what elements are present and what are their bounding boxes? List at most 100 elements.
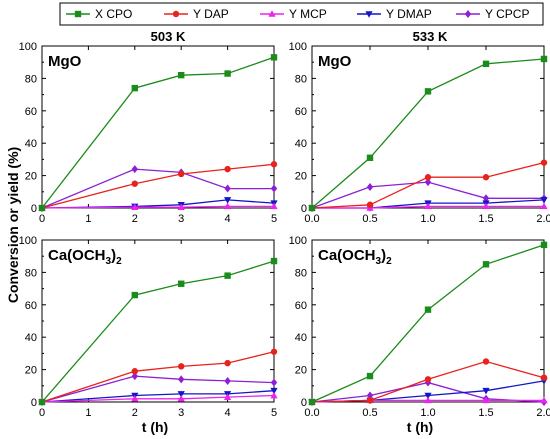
- legend-label: Y DAP: [193, 7, 229, 21]
- data-point: [131, 394, 139, 402]
- legend-item-y-mcp: Y MCP: [260, 7, 327, 21]
- legend-item-y-cpcp: Y CPCP: [456, 7, 529, 21]
- data-point: [540, 55, 548, 63]
- data-point: [540, 396, 548, 404]
- x-tick-label: 0.0: [304, 213, 319, 225]
- data-point: [131, 203, 139, 210]
- data-point: [178, 280, 185, 287]
- legend-item-x-cpo: X CPO: [66, 7, 132, 21]
- x-tick-label: 0.5: [362, 407, 377, 419]
- y-tick-label: 40: [295, 332, 307, 344]
- data-point: [482, 387, 490, 395]
- y-tick-label: 60: [295, 106, 307, 118]
- x-tick-label: 1.0: [420, 407, 435, 419]
- y-tick-label: 20: [295, 171, 307, 183]
- x-tick-label: 3: [178, 407, 184, 419]
- x-tick-label: 1.5: [478, 407, 493, 419]
- column-header-533k: 533 K: [413, 29, 448, 44]
- legend-marker: [464, 10, 472, 18]
- y-axis-title: Conversion or yield (%): [5, 147, 21, 303]
- data-point: [224, 202, 232, 210]
- data-point: [224, 393, 232, 400]
- data-point: [224, 165, 231, 173]
- legend: X CPO Y DAP Y MCP Y DMAP Y CPCP: [59, 2, 544, 26]
- legend-label: X CPO: [95, 7, 132, 21]
- series-x-cpo: [38, 54, 278, 212]
- y-tick-label: 60: [295, 300, 307, 312]
- x-tick-label: 0: [39, 213, 45, 225]
- data-point: [540, 197, 548, 204]
- data-point: [270, 161, 278, 168]
- data-point: [482, 60, 490, 68]
- data-point: [270, 391, 278, 399]
- data-point: [178, 375, 185, 384]
- y-tick-label: 80: [25, 267, 37, 279]
- x-tick-label: 2: [132, 407, 138, 419]
- data-point: [131, 291, 138, 299]
- data-point: [540, 241, 548, 249]
- data-point: [366, 372, 374, 380]
- y-tick-label: 80: [25, 73, 37, 85]
- data-point: [224, 70, 231, 77]
- x-tick-label: 2.0: [536, 407, 550, 419]
- series-x-cpo: [308, 55, 548, 212]
- y-tick-label: 100: [19, 235, 37, 247]
- panel-3: 0 20 40 60 80 100 0 1 2 3 4 5 Ca(OCH3)2: [19, 235, 278, 419]
- legend-marker: [74, 10, 82, 18]
- x-axis-title-left: t (h): [142, 419, 168, 435]
- data-point: [224, 184, 231, 193]
- data-point: [424, 376, 432, 383]
- data-point: [482, 358, 490, 365]
- data-point: [270, 54, 278, 61]
- data-point: [482, 396, 490, 404]
- data-point: [482, 174, 490, 181]
- data-point: [540, 202, 548, 210]
- data-point: [224, 376, 231, 385]
- data-point: [178, 170, 185, 178]
- data-point: [270, 202, 278, 210]
- data-point: [224, 272, 231, 279]
- data-point: [131, 165, 138, 174]
- x-tick-label: 2.0: [536, 213, 550, 225]
- y-tick-label: 100: [19, 41, 37, 53]
- data-point: [270, 348, 278, 355]
- data-point: [131, 84, 138, 92]
- x-axis-title-right: t (h): [407, 419, 433, 435]
- catalyst-label: MgO: [48, 53, 82, 70]
- x-tick-label: 4: [225, 213, 231, 225]
- x-tick-label: 2: [132, 213, 138, 225]
- panel-4: 0 20 40 60 80 100 0.0 0.5 1.0 1.5 2.0 Ca(OCH3)2: [289, 235, 550, 419]
- x-tick-label: 1.0: [420, 213, 435, 225]
- data-point: [424, 396, 432, 404]
- data-point: [178, 71, 185, 79]
- y-tick-label: 0: [301, 203, 307, 215]
- data-point: [424, 88, 432, 95]
- data-point: [424, 178, 432, 187]
- data-point: [424, 174, 432, 181]
- data-point: [482, 194, 490, 203]
- data-point: [131, 180, 138, 187]
- data-point: [308, 398, 316, 406]
- y-tick-label: 0: [31, 397, 37, 409]
- y-tick-label: 40: [25, 332, 37, 344]
- column-header-503k: 503 K: [151, 29, 186, 44]
- data-point: [270, 257, 278, 265]
- y-tick-label: 0: [301, 397, 307, 409]
- data-point: [366, 391, 374, 400]
- data-point: [38, 204, 46, 212]
- legend-frame: [59, 2, 544, 26]
- data-point: [224, 359, 231, 367]
- data-point: [270, 378, 278, 387]
- x-tick-label: 3: [178, 213, 184, 225]
- y-tick-label: 40: [25, 138, 37, 150]
- x-tick-label: 0: [39, 407, 45, 419]
- data-point: [482, 261, 490, 268]
- data-point: [270, 387, 278, 395]
- y-tick-label: 60: [25, 106, 37, 118]
- panel-2: 0 20 40 60 80 100 0.0 0.5 1.0 1.5 2.0 MgO: [289, 41, 550, 225]
- data-point: [424, 306, 432, 313]
- x-tick-label: 1: [85, 407, 91, 419]
- y-tick-label: 80: [295, 73, 307, 85]
